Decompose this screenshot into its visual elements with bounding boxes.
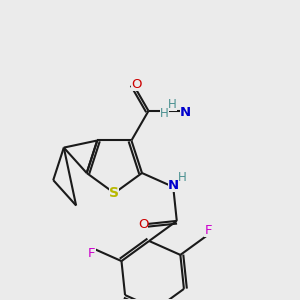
Text: F: F [204,224,212,237]
Text: H: H [178,171,187,184]
Text: H: H [168,98,177,111]
Text: H: H [160,107,169,120]
Text: F: F [88,247,96,260]
Text: N: N [168,179,179,192]
Text: N: N [180,106,191,119]
Text: O: O [138,218,148,231]
Text: O: O [131,78,142,91]
Text: S: S [109,186,119,200]
